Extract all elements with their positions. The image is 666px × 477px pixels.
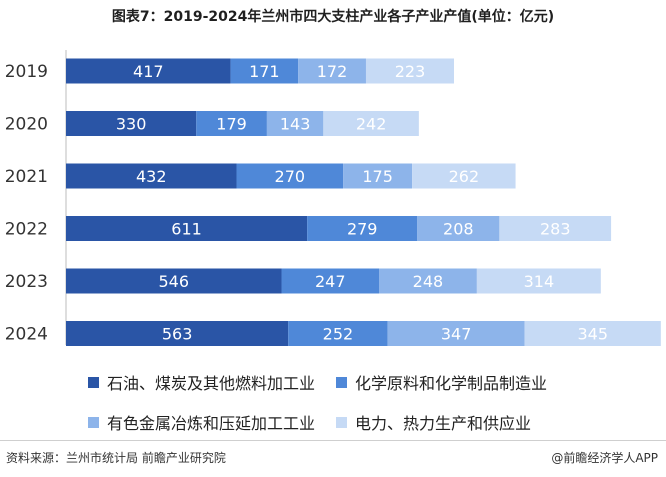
legend-swatch-nonferrous bbox=[88, 416, 99, 428]
data-label-chemical-2019: 171 bbox=[249, 62, 280, 81]
data-label-chemical-2020: 179 bbox=[216, 115, 247, 134]
bar-petroleum-2020 bbox=[66, 111, 197, 136]
bar-petroleum-2021 bbox=[66, 163, 237, 189]
bar-power-2024 bbox=[524, 321, 661, 346]
data-label-chemical-2022: 279 bbox=[347, 220, 378, 239]
bar-petroleum-2022 bbox=[66, 216, 308, 241]
legend-swatch-power bbox=[336, 416, 347, 428]
data-label-petroleum-2021: 432 bbox=[136, 167, 167, 186]
legend-item-power: 电力、热力生产和供应业 bbox=[336, 410, 636, 434]
bar-nonferrous-2022 bbox=[417, 216, 500, 241]
bar-nonferrous-2019 bbox=[298, 58, 366, 84]
data-label-power-2022: 283 bbox=[540, 220, 571, 239]
y-tick-label-2019: 2019 bbox=[5, 62, 48, 82]
bar-nonferrous-2020 bbox=[266, 111, 324, 136]
data-label-nonferrous-2019: 172 bbox=[317, 62, 348, 81]
bar-power-2021 bbox=[412, 163, 516, 189]
data-label-petroleum-2019: 417 bbox=[133, 62, 164, 81]
bar-power-2020 bbox=[323, 111, 419, 136]
data-label-nonferrous-2023: 248 bbox=[413, 272, 444, 291]
bar-nonferrous-2023 bbox=[378, 268, 477, 294]
legend-label-power: 电力、热力生产和供应业 bbox=[355, 414, 532, 433]
bar-power-2022 bbox=[499, 216, 612, 241]
bar-chemical-2019 bbox=[230, 58, 299, 84]
footer-divider bbox=[0, 440, 666, 441]
y-tick-label-2021: 2021 bbox=[5, 167, 48, 187]
bar-chemical-2020 bbox=[196, 111, 267, 136]
data-label-chemical-2021: 270 bbox=[275, 167, 306, 186]
data-label-power-2023: 314 bbox=[524, 272, 555, 291]
bar-petroleum-2019 bbox=[66, 58, 231, 84]
data-label-nonferrous-2024: 347 bbox=[441, 325, 472, 344]
chart-title: 图表7：2019-2024年兰州市四大支柱产业各子产业产值(单位：亿元) bbox=[111, 9, 555, 25]
bar-petroleum-2023 bbox=[66, 268, 282, 294]
legend-swatch-chemical bbox=[336, 376, 347, 388]
bar-chemical-2024 bbox=[288, 321, 388, 346]
y-tick-label-2020: 2020 bbox=[5, 115, 48, 135]
data-label-petroleum-2020: 330 bbox=[116, 115, 147, 134]
bar-power-2023 bbox=[476, 268, 601, 294]
data-label-petroleum-2022: 611 bbox=[171, 220, 202, 239]
bar-chart: 2019 417 171 172 223 2020 330 179 143 242 2021 432 2… bbox=[5, 50, 661, 346]
y-tick-label-2023: 2023 bbox=[5, 272, 48, 292]
bar-petroleum-2024 bbox=[66, 321, 289, 346]
data-label-chemical-2023: 247 bbox=[315, 272, 346, 291]
data-label-power-2021: 262 bbox=[449, 167, 480, 186]
legend-label-chemical: 化学原料和化学制品制造业 bbox=[355, 374, 548, 393]
data-label-power-2020: 242 bbox=[356, 115, 387, 134]
y-tick-label-2024: 2024 bbox=[5, 325, 48, 345]
bar-power-2019 bbox=[365, 58, 454, 84]
data-label-power-2019: 223 bbox=[395, 62, 426, 81]
source-note: 资料来源：兰州市统计局 前瞻产业研究院 bbox=[6, 451, 226, 465]
bar-chemical-2022 bbox=[307, 216, 418, 241]
data-label-petroleum-2024: 563 bbox=[162, 325, 193, 344]
data-label-power-2024: 345 bbox=[577, 325, 608, 344]
chart-legend: 石油、煤炭及其他燃料加工业 化学原料和化学制品制造业 有色金属冶炼和压延加工工业… bbox=[88, 370, 648, 434]
data-label-chemical-2024: 252 bbox=[323, 325, 354, 344]
legend-item-chemical: 化学原料和化学制品制造业 bbox=[336, 370, 636, 394]
data-label-nonferrous-2022: 208 bbox=[443, 220, 474, 239]
legend-item-petroleum: 石油、煤炭及其他燃料加工业 bbox=[88, 370, 336, 394]
brand-credit: @前瞻经济学人APP bbox=[551, 451, 658, 465]
bar-chemical-2021 bbox=[236, 163, 344, 189]
legend-item-nonferrous: 有色金属冶炼和压延加工工业 bbox=[88, 410, 336, 434]
y-tick-label-2022: 2022 bbox=[5, 220, 48, 240]
legend-label-petroleum: 石油、煤炭及其他燃料加工业 bbox=[107, 374, 316, 393]
data-label-nonferrous-2021: 175 bbox=[362, 167, 393, 186]
data-label-petroleum-2023: 546 bbox=[158, 272, 189, 291]
bar-chemical-2023 bbox=[281, 268, 379, 294]
bar-nonferrous-2021 bbox=[343, 163, 413, 189]
legend-label-nonferrous: 有色金属冶炼和压延加工工业 bbox=[107, 414, 316, 433]
legend-swatch-petroleum bbox=[88, 376, 99, 388]
data-label-nonferrous-2020: 143 bbox=[280, 115, 311, 134]
bar-nonferrous-2024 bbox=[387, 321, 525, 346]
